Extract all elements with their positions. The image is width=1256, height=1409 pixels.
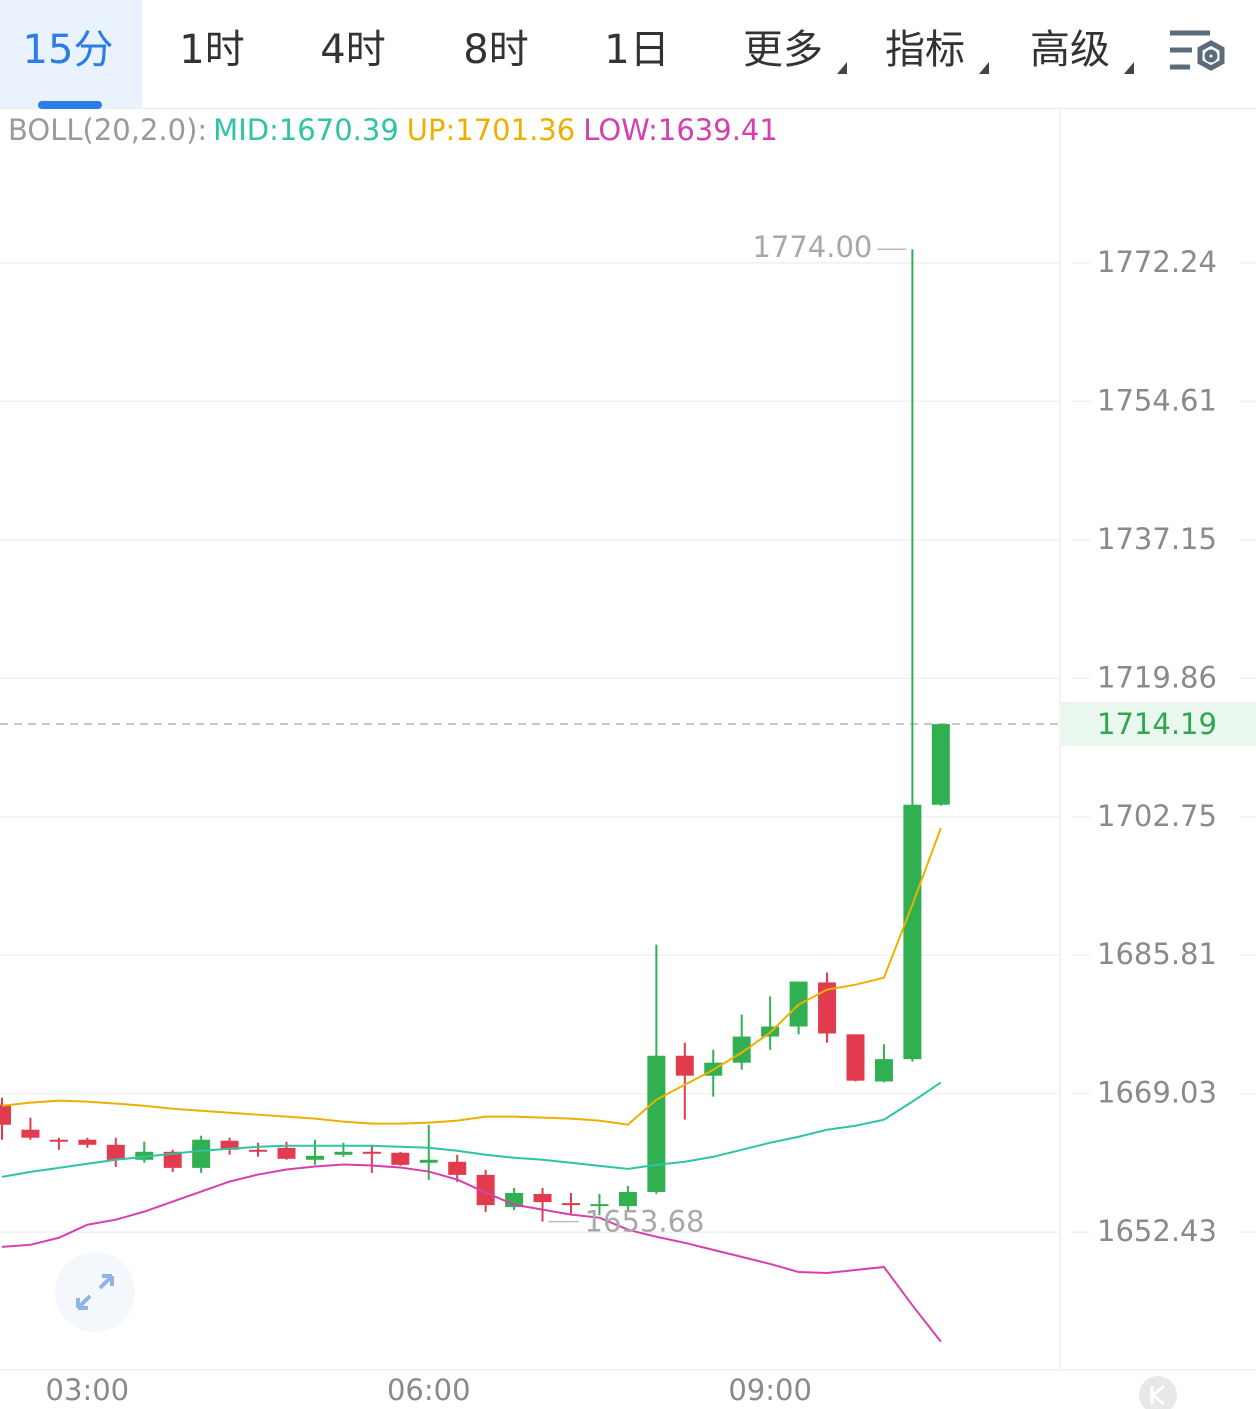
- candle-body: [476, 1174, 495, 1206]
- y-tick-label: 1737.15: [1097, 522, 1217, 556]
- dropdown-arrow: [979, 62, 989, 74]
- tab-bar: [0, 0, 1256, 108]
- candle-body: [732, 1036, 751, 1063]
- y-tick-label: 1754.61: [1097, 383, 1217, 417]
- candle-body: [391, 1152, 410, 1165]
- tab-label: 8时: [463, 27, 528, 73]
- y-tick-label: 1702.75: [1097, 799, 1217, 833]
- candle-body: [277, 1147, 296, 1159]
- tab[interactable]: 更多: [743, 27, 847, 74]
- candle-body: [49, 1139, 68, 1142]
- tab-label: 高级: [1030, 27, 1110, 73]
- k-button[interactable]: [1139, 1376, 1177, 1409]
- tab[interactable]: 1日: [604, 27, 669, 73]
- x-tick-label: 06:00: [387, 1373, 471, 1407]
- legend-name: BOLL(20,2.0):: [8, 113, 207, 147]
- tab-indicator: [38, 101, 102, 109]
- tab-label: 1时: [179, 27, 244, 73]
- candle-body: [334, 1151, 353, 1155]
- y-tick-label: 1652.43: [1097, 1214, 1217, 1248]
- candle-body: [163, 1151, 182, 1168]
- indicator-line: [1, 1163, 942, 1343]
- tab[interactable]: 高级: [1030, 27, 1134, 74]
- expand-button[interactable]: [55, 1252, 135, 1332]
- dropdown-arrow: [1124, 62, 1134, 74]
- candle-body: [647, 1055, 666, 1193]
- candle-body: [106, 1144, 125, 1160]
- candle-body: [903, 804, 922, 1060]
- tab-label: 15分: [23, 27, 114, 73]
- candle-body: [305, 1155, 324, 1160]
- candle-body: [562, 1203, 580, 1206]
- candle-body: [448, 1161, 467, 1175]
- candle-body: [249, 1149, 268, 1152]
- x-tick-label: 09:00: [728, 1373, 812, 1407]
- tab-label: 4时: [320, 27, 385, 73]
- legend-item: LOW:1639.41: [583, 113, 778, 147]
- candle-body: [419, 1159, 438, 1163]
- candle-body: [192, 1139, 211, 1168]
- max-label: 1774.00: [752, 230, 872, 264]
- tab[interactable]: 8时: [463, 27, 528, 73]
- last-price-tag-bg: [1060, 702, 1256, 747]
- settings-icon[interactable]: [1170, 30, 1225, 71]
- tab[interactable]: 1时: [179, 27, 244, 73]
- y-tick-label: 1719.86: [1097, 660, 1217, 694]
- candle-body: [618, 1192, 637, 1207]
- candle-body: [874, 1059, 893, 1082]
- min-label: 1653.68: [585, 1205, 705, 1239]
- dropdown-arrow: [837, 62, 847, 74]
- x-tick-label: 03:00: [46, 1373, 130, 1407]
- tab-selected-bg: [0, 0, 142, 108]
- y-tick-label: 1685.81: [1097, 937, 1217, 971]
- indicator-legend: BOLL(20,2.0): MID:1670.39 UP:1701.36 LOW:16…: [8, 113, 778, 147]
- candle-body: [846, 1034, 865, 1081]
- candle-body: [931, 724, 950, 805]
- tab-label: 1日: [604, 27, 669, 73]
- candle-body: [78, 1139, 97, 1145]
- candle-body: [533, 1194, 552, 1203]
- candle-body: [220, 1140, 239, 1150]
- candle-body: [21, 1129, 40, 1138]
- candle-body: [362, 1151, 381, 1154]
- tab-label: 指标: [885, 27, 965, 73]
- indicator-line: [1, 827, 942, 1126]
- tab[interactable]: 4时: [320, 27, 385, 73]
- tab[interactable]: 指标: [885, 27, 989, 74]
- y-tick-label: 1669.03: [1097, 1076, 1217, 1110]
- last-price-tag: 1714.19: [1097, 707, 1217, 741]
- candle-body: [0, 1104, 11, 1125]
- candle-body: [675, 1055, 694, 1076]
- indicator-line: [1, 1081, 942, 1178]
- y-tick-label: 1772.24: [1097, 245, 1217, 279]
- tab-label: 更多: [743, 27, 823, 73]
- candle-body: [818, 982, 837, 1034]
- candle-body: [590, 1204, 609, 1207]
- legend-item: UP:1701.36: [407, 113, 575, 147]
- tab[interactable]: 15分: [0, 0, 142, 109]
- legend-item: MID:1670.39: [213, 113, 399, 147]
